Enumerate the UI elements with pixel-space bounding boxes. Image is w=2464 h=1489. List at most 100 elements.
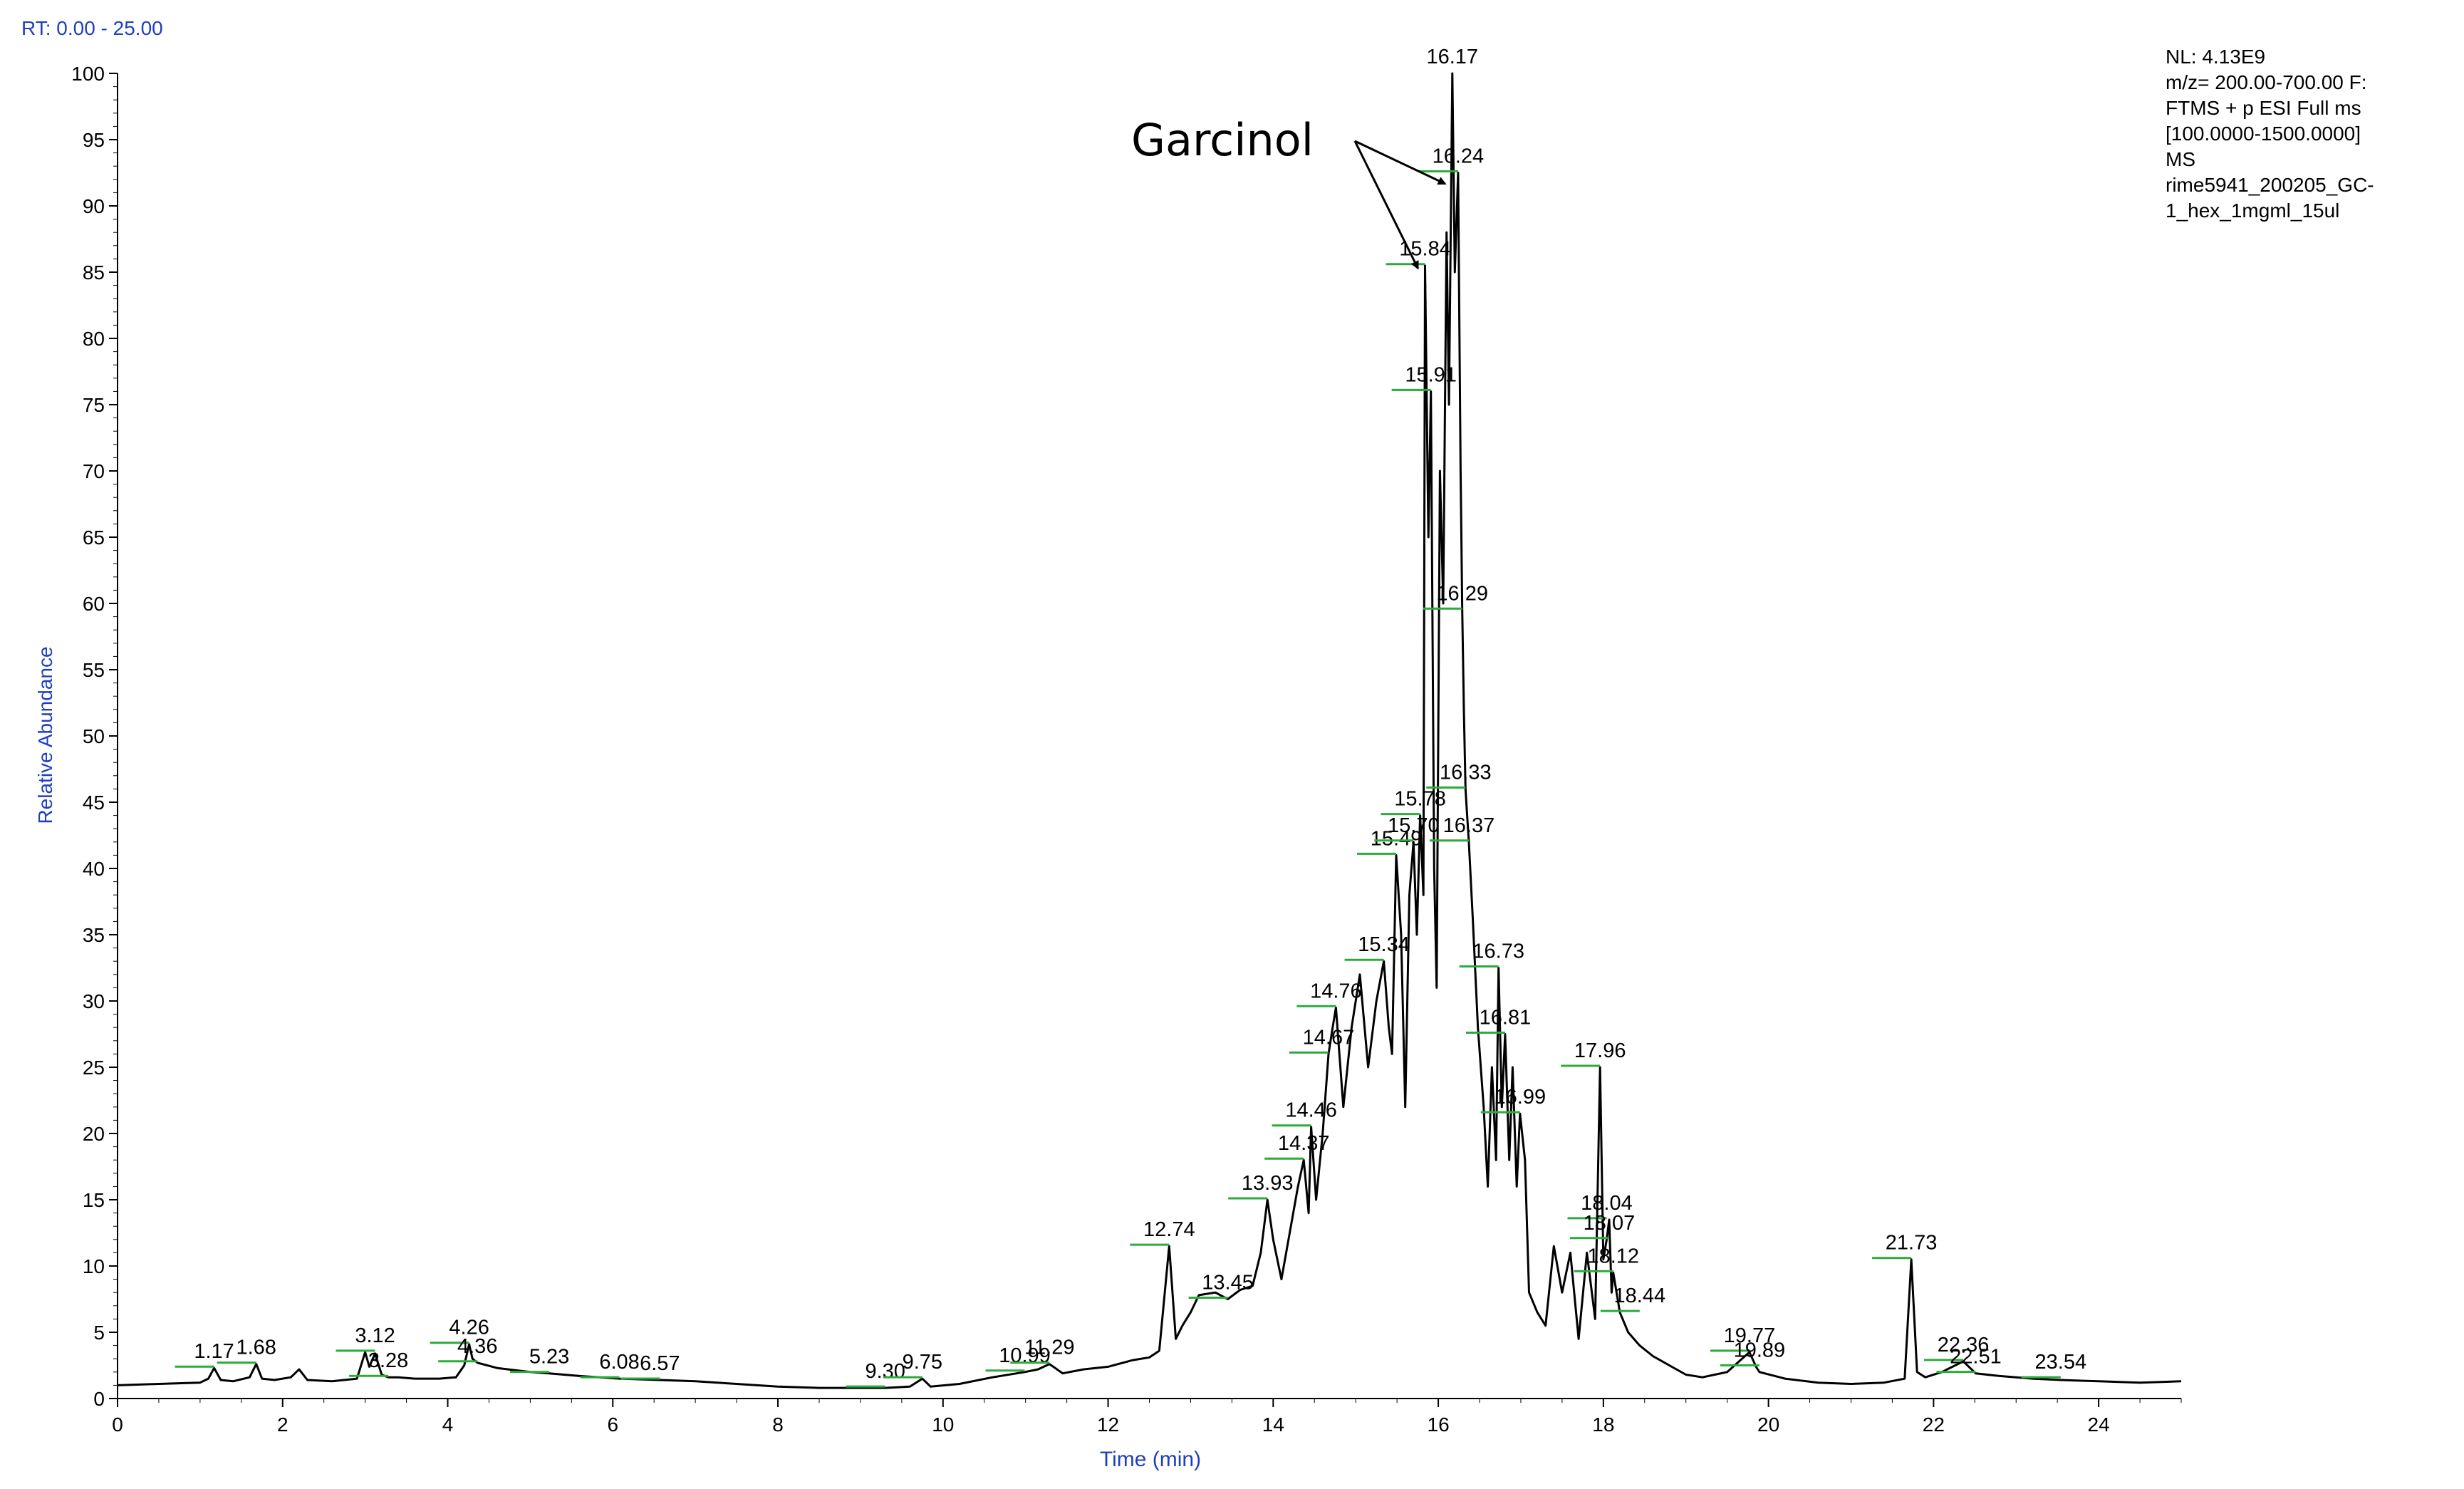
peak-label: 18.44: [1600, 1285, 1666, 1312]
x-tick-label: 2: [277, 1413, 288, 1436]
peak-rt-label: 19.89: [1734, 1339, 1786, 1361]
peak-rt-label: 15.91: [1405, 363, 1457, 386]
peak-label: 19.77: [1710, 1324, 1776, 1352]
peak-rt-label: 1.17: [194, 1340, 234, 1363]
peak-rt-label: 14.46: [1285, 1099, 1337, 1122]
info-line: 1_hex_1mgml_15ul: [2166, 199, 2340, 222]
y-tick-label: 80: [83, 328, 105, 350]
peak-label: 16.17: [1426, 46, 1478, 68]
peak-rt-label: 4.26: [449, 1317, 489, 1339]
peak-rt-label: 16.73: [1472, 940, 1524, 963]
peak-label: 18.07: [1569, 1212, 1636, 1240]
y-tick-label: 90: [83, 195, 105, 217]
peak-labels: 1.17 1.68 3.123.28 4.264.36 5.23 6.08 6.57 9.30…: [175, 46, 2086, 1388]
y-tick-label: 50: [83, 725, 105, 747]
y-tick-label: 60: [83, 593, 105, 615]
x-tick-label: 22: [1923, 1413, 1945, 1436]
y-tick-label: 45: [83, 792, 105, 814]
annotation-arrow: [1353, 140, 1419, 270]
peak-label: 9.30: [846, 1360, 905, 1388]
peak-rt-label: 6.08: [599, 1351, 639, 1374]
peak-label: 15.70: [1374, 814, 1440, 842]
peak-label: 16.24: [1418, 145, 1485, 172]
peak-label: 22.36: [1924, 1334, 1990, 1361]
peak-label: 16.33: [1426, 761, 1492, 789]
peak-rt-label: 3.12: [355, 1324, 395, 1347]
y-tick-label: 70: [83, 460, 105, 482]
peak-label: 3.12: [336, 1324, 395, 1352]
peak-rt-label: 18.04: [1581, 1192, 1633, 1215]
y-tick-label: 20: [83, 1123, 105, 1145]
peak-rt-label: 16.81: [1480, 1007, 1532, 1029]
info-line: MS: [2166, 148, 2195, 170]
trace-group: [117, 72, 2182, 1389]
peak-label: 9.75: [883, 1351, 942, 1379]
peak-label: 16.37: [1429, 814, 1495, 842]
peak-label: 15.78: [1381, 788, 1446, 816]
peak-label: 22.51: [1936, 1346, 2002, 1374]
peak-label: 12.74: [1130, 1218, 1195, 1246]
info-line: [100.0000-1500.0000]: [2166, 123, 2361, 145]
peak-label: 21.73: [1872, 1232, 1937, 1260]
peak-label: 15.84: [1386, 238, 1451, 266]
peak-rt-label: 15.49: [1371, 827, 1423, 850]
peak-rt-label: 19.77: [1724, 1324, 1776, 1347]
y-tick-label: 100: [71, 63, 105, 85]
peak-rt-label: 15.34: [1358, 933, 1410, 956]
peak-rt-label: 22.51: [1950, 1346, 2002, 1369]
info-line: FTMS + p ESI Full ms: [2166, 97, 2361, 119]
y-tick-label: 75: [83, 394, 105, 416]
peak-label: 16.81: [1465, 1007, 1532, 1034]
y-tick-label: 55: [83, 659, 105, 681]
peak-label: 14.46: [1272, 1099, 1337, 1127]
peak-label: 13.93: [1228, 1172, 1294, 1200]
peak-rt-label: 12.74: [1143, 1218, 1195, 1241]
peak-rt-label: 14.76: [1310, 980, 1362, 1002]
peak-rt-label: 9.30: [865, 1360, 905, 1383]
peak-rt-label: 22.36: [1938, 1334, 1990, 1356]
y-tick-label: 40: [83, 858, 105, 880]
peak-rt-label: 15.70: [1388, 814, 1440, 837]
peak-rt-label: 15.78: [1394, 788, 1446, 811]
x-tick-label: 10: [932, 1413, 954, 1436]
x-tick-label: 8: [772, 1413, 784, 1436]
peak-rt-label: 11.29: [1024, 1337, 1074, 1359]
info-line: rime5941_200205_GC-: [2166, 174, 2374, 196]
peak-label: 16.73: [1459, 940, 1524, 967]
x-tick-label: 12: [1097, 1413, 1119, 1436]
x-tick-label: 14: [1262, 1413, 1284, 1436]
peak-label: 15.49: [1356, 827, 1423, 855]
peak-rt-label: 18.07: [1584, 1212, 1636, 1235]
peak-label: 23.54: [2021, 1351, 2086, 1379]
peak-rt-label: 16.37: [1443, 814, 1495, 837]
peak-rt-label: 1.68: [236, 1337, 276, 1359]
peak-label: 1.17: [175, 1340, 234, 1368]
peak-rt-label: 3.28: [368, 1349, 408, 1372]
x-tick-label: 0: [112, 1413, 123, 1436]
y-tick-label: 0: [93, 1388, 105, 1410]
peak-label: 11.29: [1010, 1337, 1074, 1364]
peak-rt-label: 16.99: [1494, 1086, 1547, 1109]
peak-rt-label: 13.93: [1242, 1172, 1294, 1195]
peak-label: 14.37: [1264, 1132, 1329, 1160]
x-tick-label: 16: [1428, 1413, 1450, 1436]
peak-label: 1.68: [217, 1337, 276, 1364]
peak-label: 16.99: [1480, 1086, 1547, 1114]
x-tick-label: 20: [1757, 1413, 1779, 1436]
peak-label: 15.91: [1391, 363, 1457, 391]
peak-rt-label: 16.24: [1433, 145, 1485, 168]
annotation-arrow: [1354, 140, 1447, 185]
peak-label: 4.26: [430, 1317, 489, 1344]
peak-label: 6.57: [620, 1352, 680, 1380]
info-box: NL: 4.13E9 m/z= 200.00-700.00 F: FTMS + …: [2166, 44, 2374, 224]
peak-rt-label: 16.29: [1436, 582, 1488, 605]
peak-rt-label: 14.67: [1303, 1026, 1355, 1049]
peak-rt-label: 4.36: [457, 1335, 497, 1358]
peak-rt-label: 16.17: [1426, 46, 1478, 68]
peak-label: 14.67: [1289, 1026, 1355, 1054]
y-tick-label: 15: [83, 1189, 105, 1211]
peak-label: 4.36: [438, 1335, 497, 1363]
peak-rt-label: 18.44: [1614, 1285, 1666, 1307]
peak-label: 17.96: [1561, 1039, 1626, 1067]
